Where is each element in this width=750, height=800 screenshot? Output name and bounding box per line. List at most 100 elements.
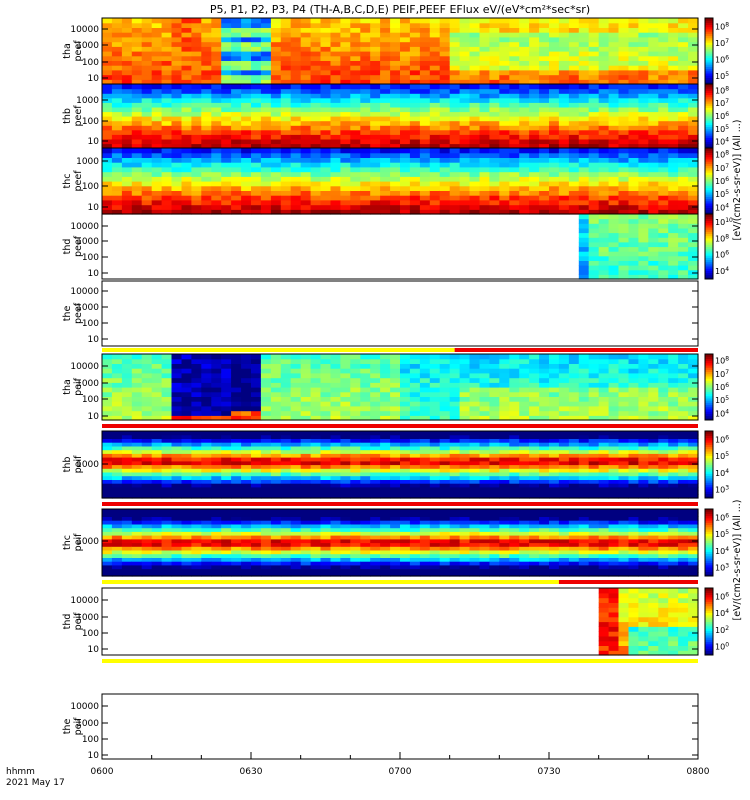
heatmap-cell: [429, 483, 441, 488]
heatmap-cell: [469, 387, 480, 393]
heatmap-cell: [578, 475, 590, 480]
heatmap-cell: [519, 410, 530, 416]
heatmap-cell: [459, 204, 471, 210]
heatmap-cell: [539, 116, 550, 122]
heatmap-cell: [568, 391, 580, 397]
heatmap-cell: [608, 363, 620, 369]
heatmap-cell: [290, 125, 302, 131]
heatmap-cell: [121, 22, 133, 28]
heatmap-cell: [211, 157, 222, 163]
heatmap-cell: [330, 69, 341, 76]
heatmap-cell: [181, 166, 192, 173]
heatmap-cell: [578, 116, 590, 122]
heatmap-cell: [499, 32, 510, 38]
heatmap-cell: [370, 88, 381, 94]
heatmap-cell: [221, 129, 232, 135]
heatmap-cell: [499, 415, 510, 421]
heatmap-cell: [340, 79, 351, 85]
heatmap-cell: [340, 464, 351, 469]
heatmap-cell: [131, 471, 143, 477]
heatmap-cell: [310, 134, 322, 140]
heatmap-cell: [529, 32, 540, 38]
heatmap-cell: [260, 401, 272, 407]
heatmap-cell: [688, 274, 699, 280]
heatmap-cell: [390, 93, 401, 99]
heatmap-cell: [260, 65, 272, 71]
heatmap-cell: [390, 176, 401, 182]
heatmap-cell: [568, 36, 580, 43]
heatmap-cell: [141, 405, 153, 412]
heatmap-cell: [578, 464, 590, 469]
heatmap-cell: [608, 265, 620, 271]
heatmap-cell: [469, 32, 480, 38]
heatmap-cell: [588, 401, 600, 407]
heatmap-cell: [558, 74, 570, 80]
heatmap-cell: [330, 354, 341, 360]
heatmap-cell: [598, 138, 610, 145]
heatmap-cell: [191, 453, 202, 458]
heatmap-cell: [102, 60, 113, 66]
heatmap-cell: [489, 382, 500, 388]
heatmap-cell: [479, 185, 490, 191]
heatmap-cell: [270, 79, 282, 85]
heatmap-cell: [211, 138, 222, 145]
heatmap-cell: [151, 97, 163, 103]
heatmap-cell: [449, 93, 461, 99]
heatmap-cell: [380, 51, 391, 57]
heatmap-cell: [300, 171, 312, 177]
heatmap-cell: [558, 185, 570, 191]
heatmap-cell: [131, 415, 143, 421]
heatmap-cell: [678, 438, 689, 443]
heatmap-cell: [191, 74, 202, 80]
heatmap-cell: [400, 401, 411, 407]
heatmap-cell: [549, 396, 560, 402]
heatmap-cell: [251, 88, 262, 94]
heatmap-cell: [131, 391, 143, 397]
heatmap-cell: [618, 166, 629, 173]
colorbar-step: [705, 77, 713, 81]
heatmap-cell: [171, 363, 182, 369]
heatmap-cell: [211, 405, 222, 412]
heatmap-cell: [231, 143, 242, 149]
heatmap-cell: [499, 116, 510, 122]
heatmap-cell: [529, 18, 540, 24]
heatmap-cell: [489, 36, 500, 43]
heatmap-cell: [688, 431, 699, 436]
heatmap-cell: [578, 241, 590, 248]
heatmap-cell: [260, 445, 272, 451]
heatmap-cell: [310, 36, 322, 43]
heatmap-cell: [608, 134, 620, 140]
heatmap-cell: [469, 176, 480, 182]
heatmap-cell: [688, 401, 699, 407]
heatmap-cell: [608, 246, 620, 252]
heatmap-cell: [588, 185, 600, 191]
heatmap-cell: [270, 111, 282, 117]
heatmap-cell: [668, 84, 679, 90]
heatmap-cell: [449, 372, 461, 379]
heatmap-cell: [310, 490, 322, 495]
heatmap-cell: [330, 60, 341, 66]
heatmap-cell: [151, 116, 163, 122]
heatmap-cell: [459, 116, 471, 122]
panel-label: peef: [73, 105, 84, 127]
heatmap-cell: [529, 69, 540, 76]
heatmap-cell: [688, 475, 699, 480]
heatmap-cell: [618, 464, 629, 469]
heatmap-cell: [598, 22, 610, 28]
heatmap-cell: [290, 445, 302, 451]
heatmap-cell: [539, 387, 550, 393]
heatmap-cell: [181, 69, 192, 76]
heatmap-cell: [549, 138, 560, 145]
heatmap-cell: [390, 166, 401, 173]
heatmap-cell: [201, 27, 212, 33]
heatmap-cell: [280, 464, 292, 469]
heatmap-cell: [628, 358, 639, 364]
heatmap-cell: [270, 185, 282, 191]
heatmap-cell: [439, 401, 451, 407]
heatmap-cell: [539, 401, 550, 407]
heatmap-cell: [131, 354, 143, 360]
heatmap-cell: [260, 382, 272, 388]
heatmap-cell: [469, 457, 480, 462]
heatmap-cell: [380, 490, 391, 495]
